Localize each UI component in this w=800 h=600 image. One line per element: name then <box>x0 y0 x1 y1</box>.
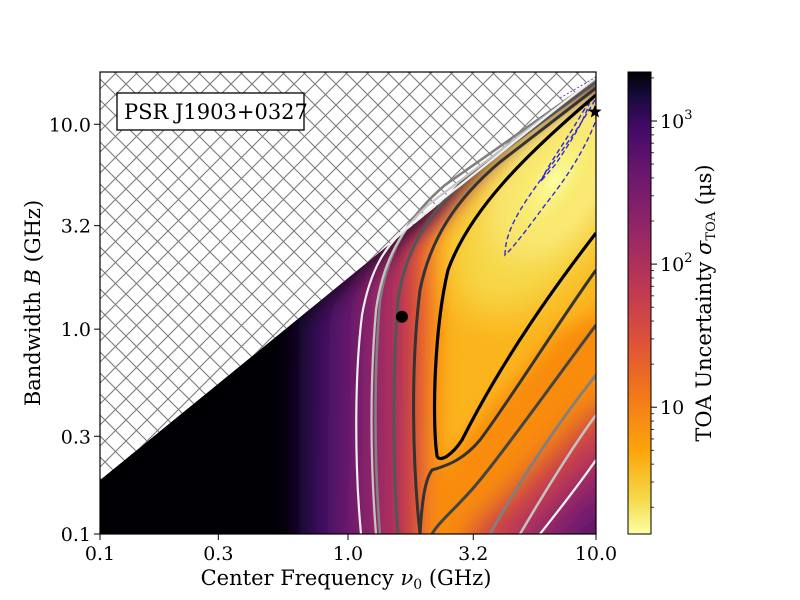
colorbar-label: TOA Uncertainty σTOA (μs) <box>692 164 719 441</box>
contour-level-6b <box>355 76 596 534</box>
annotation-frame <box>116 92 305 131</box>
contour-level-3b <box>392 80 596 534</box>
colorbar-tick-label: 102 <box>660 251 692 276</box>
marker-current-observation <box>395 310 408 323</box>
x-axis: 0.1 0.3 1.0 3.2 10.0 <box>85 534 617 565</box>
x-tick-label: 1.0 <box>333 543 363 565</box>
marker-optimum-star <box>588 104 602 118</box>
y-tick-label: 0.3 <box>61 426 91 448</box>
y-tick-label: 1.0 <box>61 319 91 341</box>
plot-area: PSR J1903+0327 <box>99 71 602 535</box>
contour-level-3 <box>430 324 596 534</box>
contour-level-6 <box>539 459 596 534</box>
heatmap <box>100 72 596 534</box>
colorbar-ticks: 10 102 103 <box>651 77 692 508</box>
colorbar-tick-label: 103 <box>660 108 692 133</box>
y-axis-label: Bandwidth B (GHz) <box>21 200 45 406</box>
contour-level-4b <box>374 77 596 534</box>
contour-level-1 <box>432 93 596 461</box>
contour-dashed-outer <box>504 97 596 257</box>
y-tick-label: 3.2 <box>61 216 91 238</box>
annotation-box: PSR J1903+0327 <box>116 92 308 131</box>
x-tick-label: 0.1 <box>85 543 115 565</box>
colorbar-tick-label: 10 <box>660 397 684 419</box>
x-axis-label: Center Frequency ν0 (GHz) <box>201 566 492 593</box>
contour-level-5 <box>518 414 596 534</box>
contour-level-4 <box>488 374 596 534</box>
colorbar-gradient <box>627 71 652 535</box>
contour-edge <box>559 76 596 99</box>
annotation-text: PSR J1903+0327 <box>124 100 308 124</box>
contour-dashed-inner <box>540 99 591 182</box>
y-tick-label: 0.1 <box>61 524 91 546</box>
x-tick-label: 3.2 <box>458 543 488 565</box>
colorbar: 10 102 103 TOA Uncertainty σTOA (μs) <box>627 71 719 535</box>
y-tick-label: 10.0 <box>49 114 91 136</box>
contour-level-2b <box>412 86 596 534</box>
contour-level-2 <box>418 269 596 534</box>
x-tick-label: 0.3 <box>203 543 233 565</box>
contours <box>355 76 596 534</box>
y-axis: 0.1 0.3 1.0 3.2 10.0 <box>49 114 100 546</box>
x-tick-label: 10.0 <box>575 543 617 565</box>
